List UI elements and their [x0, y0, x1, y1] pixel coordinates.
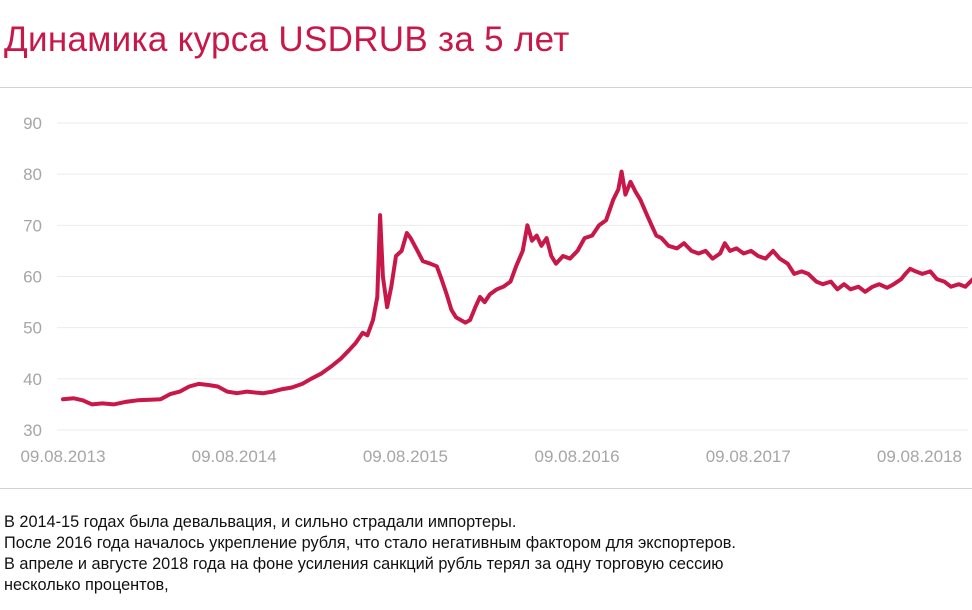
- x-tick-label: 09.08.2016: [535, 447, 620, 466]
- y-axis-ticks: 30 40 50 60 70 80 90: [23, 114, 42, 440]
- y-tick-label: 80: [23, 165, 42, 184]
- x-tick-label: 09.08.2015: [363, 447, 448, 466]
- caption: В 2014-15 годах была девальвация, и силь…: [4, 512, 968, 596]
- y-tick-label: 40: [23, 370, 42, 389]
- y-tick-label: 30: [23, 421, 42, 440]
- y-tick-label: 70: [23, 216, 42, 235]
- caption-line-3: В апреле и августе 2018 года на фоне уси…: [4, 555, 724, 573]
- top-divider: [0, 87, 972, 88]
- y-tick-label: 60: [23, 268, 42, 287]
- x-tick-label: 09.08.2013: [20, 447, 105, 466]
- series-line-0: [61, 169, 972, 407]
- y-tick-label: 50: [23, 319, 42, 338]
- x-tick-label: 09.08.2018: [877, 447, 962, 466]
- bottom-divider: [0, 488, 972, 489]
- chart-title: Динамика курса USDRUB за 5 лет: [4, 20, 570, 59]
- caption-line-4: несколько процентов,: [4, 576, 169, 594]
- y-tick-label: 90: [23, 114, 42, 133]
- x-tick-label: 09.08.2017: [706, 447, 791, 466]
- caption-line-1: В 2014-15 годах была девальвация, и силь…: [4, 513, 517, 531]
- grid-lines: [57, 122, 968, 431]
- caption-line-2: После 2016 года началось укрепление рубл…: [4, 534, 736, 552]
- series-group: [61, 169, 972, 407]
- x-tick-label: 09.08.2014: [192, 447, 277, 466]
- x-axis-ticks: 09.08.2013 09.08.2014 09.08.2015 09.08.2016…: [20, 447, 962, 466]
